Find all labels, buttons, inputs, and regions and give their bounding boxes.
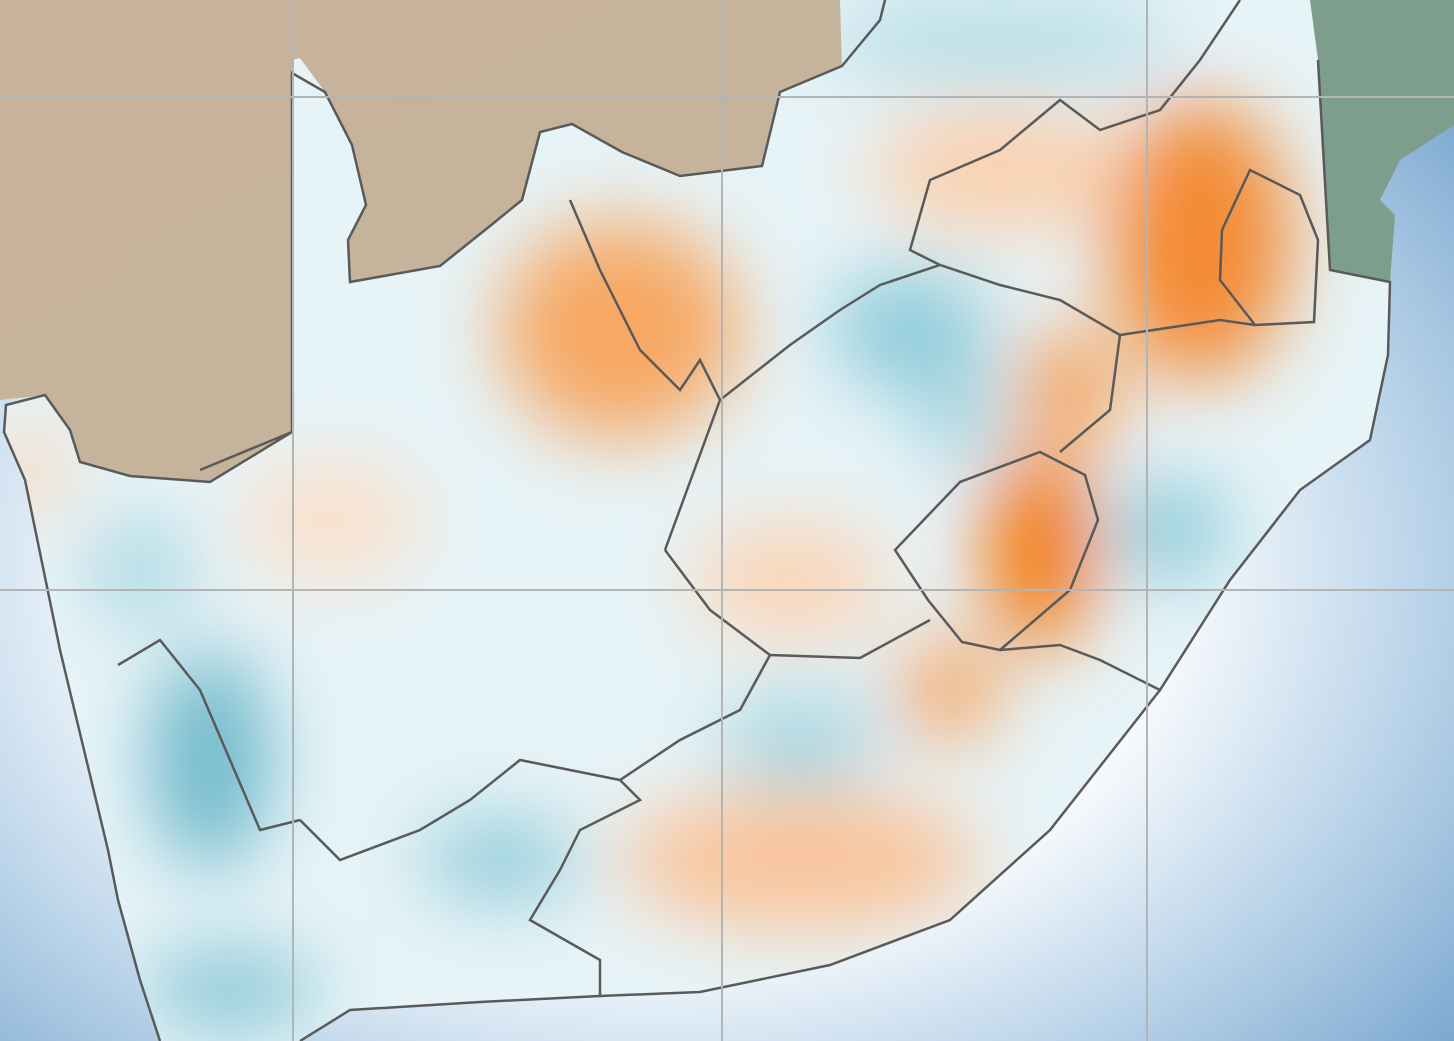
land-east: [1300, 0, 1454, 282]
land-north: [0, 0, 880, 482]
borders: [2, 0, 1392, 1041]
